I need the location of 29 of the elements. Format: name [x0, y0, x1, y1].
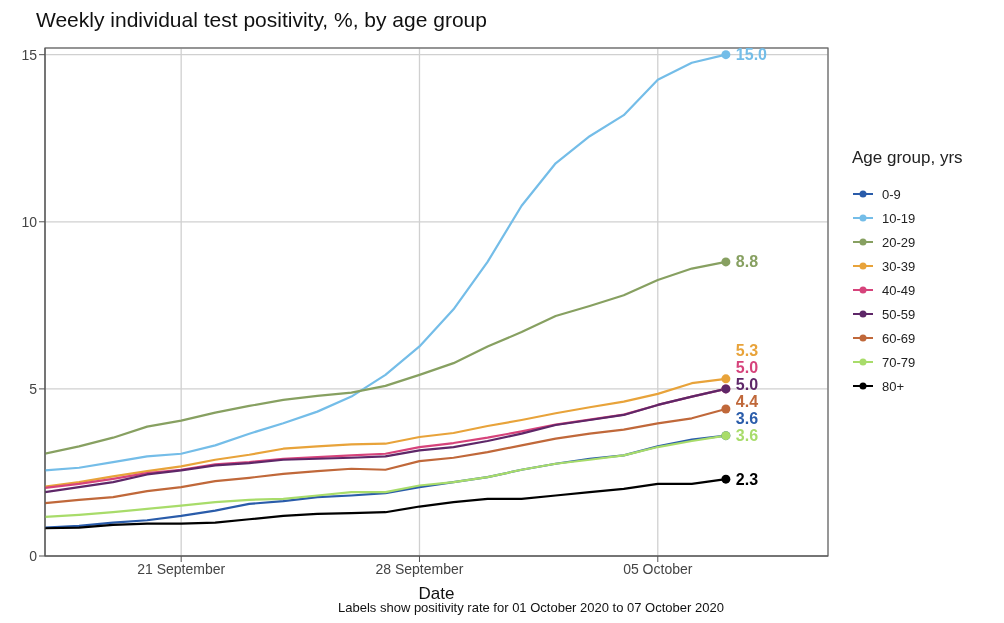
- x-tick-label: 28 September: [375, 560, 464, 577]
- y-tick-label: 10: [21, 213, 38, 230]
- legend-label: 80+: [882, 378, 905, 394]
- data-label: 3.6: [735, 427, 759, 445]
- data-label: 15.0: [735, 46, 768, 64]
- x-tick-label: 21 September: [137, 560, 226, 577]
- text: Labels show positivity rate for 01 October 2020 to 07 October 2020: [338, 600, 724, 615]
- data-label: 8.8: [735, 253, 759, 271]
- data-label: 3.6: [735, 410, 759, 428]
- y-tick-label: 5: [29, 380, 38, 397]
- legend-title: Age group, yrs: [852, 148, 963, 168]
- chart-title: Weekly individual test positivity, %, by age group: [36, 8, 487, 32]
- legend-label: 30-39: [882, 258, 916, 274]
- legend-label: 60-69: [882, 330, 916, 346]
- legend-label: 0-9: [882, 186, 901, 202]
- x-tick-label: 05 October: [623, 560, 693, 577]
- data-label: 2.3: [735, 470, 759, 488]
- legend-label: 20-29: [882, 234, 916, 250]
- y-tick-label: 0: [29, 547, 38, 564]
- data-label: 4.4: [735, 393, 759, 411]
- data-label: 5.0: [735, 359, 759, 377]
- data-label: 5.0: [735, 376, 759, 394]
- legend-label: 70-79: [882, 354, 916, 370]
- y-tick-label: 15: [21, 46, 38, 63]
- legend-label: 50-59: [882, 306, 916, 322]
- data-label: 5.3: [735, 342, 759, 360]
- x-axis-title: Date: [418, 584, 455, 603]
- legend-label: 40-49: [882, 282, 916, 298]
- legend-label: 10-19: [882, 210, 916, 226]
